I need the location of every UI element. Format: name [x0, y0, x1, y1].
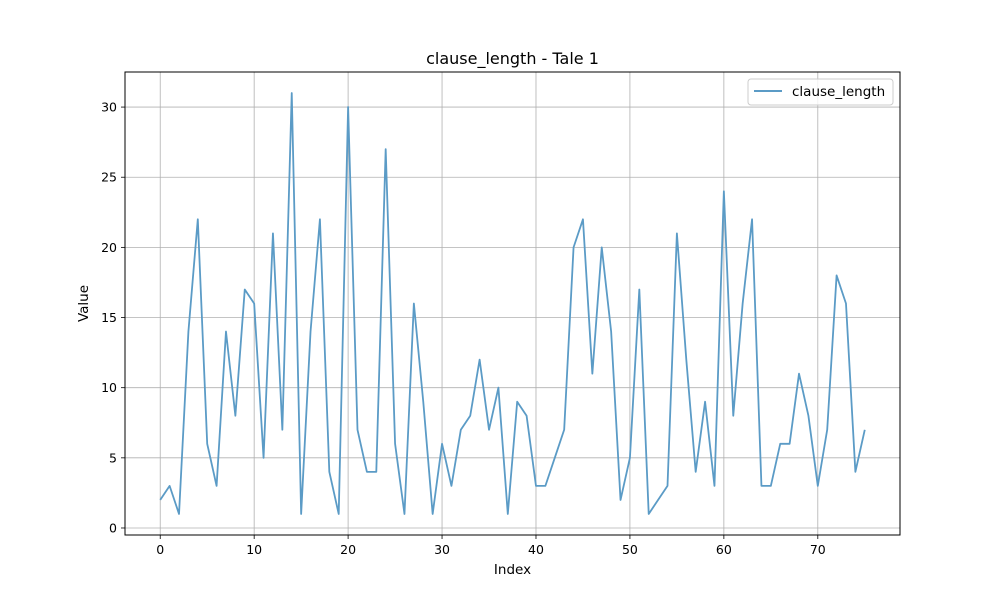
x-tick-label: 40 [528, 542, 544, 557]
plot-frame [124, 71, 901, 536]
x-tick-label: 70 [810, 542, 826, 557]
series-layer [159, 92, 866, 515]
x-tick-label: 10 [246, 542, 262, 557]
x-tick-label: 50 [622, 542, 638, 557]
x-tick-label: 60 [716, 542, 732, 557]
y-axis: 0 5 10 15 20 25 30 [101, 100, 125, 535]
x-tick-label: 30 [434, 542, 450, 557]
x-tick-label: 20 [340, 542, 356, 557]
y-tick-label: 25 [101, 170, 117, 185]
y-tick-label: 10 [101, 380, 117, 395]
series-line-clause_length [159, 92, 866, 515]
legend-box [747, 78, 894, 106]
x-tick-label: 0 [156, 542, 164, 557]
y-tick-label: 5 [109, 450, 117, 465]
legend: clause_length [747, 78, 894, 106]
y-tick-label: 20 [101, 240, 117, 255]
chart-title: clause_length - Tale 1 [426, 49, 599, 69]
y-tick-label: 15 [101, 310, 117, 325]
y-tick-label: 0 [109, 520, 117, 535]
y-tick-label: 30 [101, 100, 117, 115]
legend-label: clause_length [792, 84, 885, 100]
x-axis: 0 10 20 30 40 50 60 70 [156, 535, 826, 557]
y-axis-label: Value [76, 285, 92, 322]
x-axis-label: Index [494, 562, 531, 578]
